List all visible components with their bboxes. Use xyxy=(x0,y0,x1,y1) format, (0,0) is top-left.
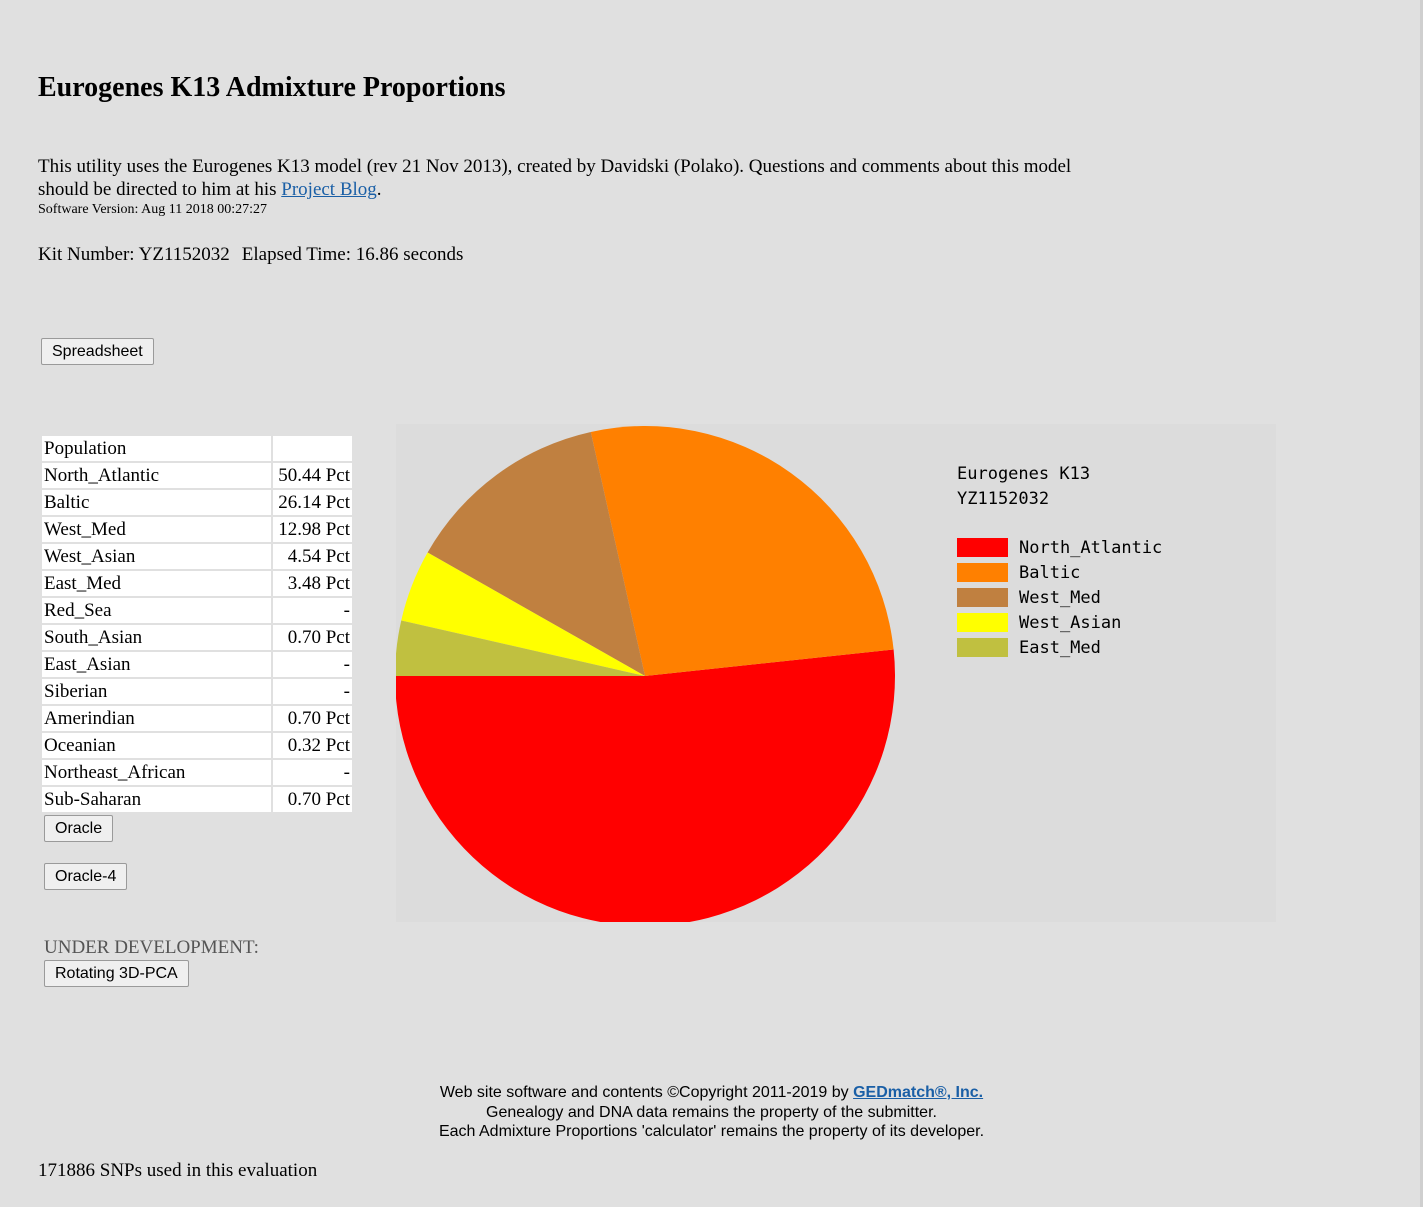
rotating-3d-pca-button[interactable]: Rotating 3D-PCA xyxy=(44,960,189,987)
population-value: 12.98 Pct xyxy=(273,517,352,542)
population-header: Population xyxy=(42,436,271,461)
intro-text: This utility uses the Eurogenes K13 mode… xyxy=(38,155,1158,201)
population-name: Baltic xyxy=(42,490,271,515)
value-header xyxy=(273,436,352,461)
table-row: West_Med 12.98 Pct xyxy=(42,517,352,542)
population-name: North_Atlantic xyxy=(42,463,271,488)
scrollbar[interactable] xyxy=(1420,0,1423,1207)
legend-swatch xyxy=(957,563,1008,582)
population-name: East_Med xyxy=(42,571,271,596)
table-row: North_Atlantic 50.44 Pct xyxy=(42,463,352,488)
oracle-button[interactable]: Oracle xyxy=(44,815,114,842)
population-value: - xyxy=(273,760,352,785)
table-row: East_Asian - xyxy=(42,652,352,677)
software-version: Software Version: Aug 11 2018 00:27:27 xyxy=(38,202,268,217)
population-name: Siberian xyxy=(42,679,271,704)
chart-legend: North_Atlantic Baltic West_Med West_Asian Ea… xyxy=(957,538,1162,658)
oracle-4-button[interactable]: Oracle-4 xyxy=(44,863,128,890)
population-value: - xyxy=(273,652,352,677)
population-table: Population North_Atlantic 50.44 Pct Baltic… xyxy=(40,434,354,814)
table-row: South_Asian 0.70 Pct xyxy=(42,625,352,650)
pie-slice-east-med xyxy=(395,620,645,676)
kit-info: Kit Number: YZ1152032 Elapsed Time: 16.86… xyxy=(38,244,463,266)
footer: Web site software and contents ©Copyrigh… xyxy=(0,1083,1423,1142)
legend-label: East_Med xyxy=(1019,638,1101,658)
population-value: 0.70 Pct xyxy=(273,625,352,650)
population-value: 3.48 Pct xyxy=(273,571,352,596)
population-name: Oceanian xyxy=(42,733,271,758)
pie-chart-panel: Eurogenes K13 YZ1152032 North_Atlantic Ba… xyxy=(395,424,1276,926)
gedmatch-link[interactable]: GEDmatch®, Inc. xyxy=(853,1084,984,1101)
population-name: Red_Sea xyxy=(42,598,271,623)
chart-subtitle: YZ1152032 xyxy=(957,489,1049,509)
snp-count: 171886 SNPs used in this evaluation xyxy=(38,1160,318,1181)
table-row: East_Med 3.48 Pct xyxy=(42,571,352,596)
spreadsheet-button[interactable]: Spreadsheet xyxy=(41,338,154,365)
legend-label: North_Atlantic xyxy=(1019,538,1162,558)
pie-slice-west-asian xyxy=(401,552,645,676)
population-value: 4.54 Pct xyxy=(273,544,352,569)
legend-label: Baltic xyxy=(1019,563,1080,583)
intro-line-1: This utility uses the Eurogenes K13 mode… xyxy=(38,156,1072,177)
population-value: 50.44 Pct xyxy=(273,463,352,488)
population-name: South_Asian xyxy=(42,625,271,650)
table-row: Amerindian 0.70 Pct xyxy=(42,706,352,731)
pie-slice-north-atlantic xyxy=(395,649,895,926)
legend-label: West_Med xyxy=(1019,588,1101,608)
population-value: - xyxy=(273,598,352,623)
table-row: Siberian - xyxy=(42,679,352,704)
legend-swatch xyxy=(957,613,1008,632)
population-name: Northeast_African xyxy=(42,760,271,785)
population-value: 26.14 Pct xyxy=(273,490,352,515)
table-row: Northeast_African - xyxy=(42,760,352,785)
population-value: 0.70 Pct xyxy=(273,787,352,812)
footer-line-2: Genealogy and DNA data remains the prope… xyxy=(486,1103,937,1121)
population-value: 0.70 Pct xyxy=(273,706,352,731)
page-title: Eurogenes K13 Admixture Proportions xyxy=(38,72,506,103)
legend-swatch xyxy=(957,638,1008,657)
table-header-row: Population xyxy=(42,436,352,461)
table-row: Sub-Saharan 0.70 Pct xyxy=(42,787,352,812)
pie-slice-west-med xyxy=(427,431,645,676)
pie-chart: Eurogenes K13 YZ1152032 North_Atlantic Ba… xyxy=(395,425,1162,926)
footer-line-3: Each Admixture Proportions 'calculator' … xyxy=(438,1123,985,1140)
chart-title: Eurogenes K13 xyxy=(957,464,1090,484)
population-name: West_Med xyxy=(42,517,271,542)
elapsed-time: Elapsed Time: 16.86 seconds xyxy=(241,244,464,265)
legend-swatch xyxy=(957,538,1008,557)
population-name: Amerindian xyxy=(42,706,271,731)
legend-swatch xyxy=(957,588,1008,607)
population-value: - xyxy=(273,679,352,704)
table-row: Baltic 26.14 Pct xyxy=(42,490,352,515)
intro-line-2-prefix: should be directed to him at his xyxy=(38,179,282,200)
table-row: Red_Sea - xyxy=(42,598,352,623)
population-value: 0.32 Pct xyxy=(273,733,352,758)
under-development-label: UNDER DEVELOPMENT: xyxy=(44,937,259,958)
intro-line-2-suffix: . xyxy=(376,179,382,200)
pie-slice-baltic xyxy=(590,425,894,676)
project-blog-link[interactable]: Project Blog xyxy=(281,179,377,200)
population-name: East_Asian xyxy=(42,652,271,677)
table-row: West_Asian 4.54 Pct xyxy=(42,544,352,569)
table-row: Oceanian 0.32 Pct xyxy=(42,733,352,758)
copyright-text: Web site software and contents ©Copyrigh… xyxy=(439,1084,854,1101)
kit-number: Kit Number: YZ1152032 xyxy=(38,244,230,265)
population-name: Sub-Saharan xyxy=(42,787,271,812)
legend-label: West_Asian xyxy=(1019,613,1121,633)
population-name: West_Asian xyxy=(42,544,271,569)
